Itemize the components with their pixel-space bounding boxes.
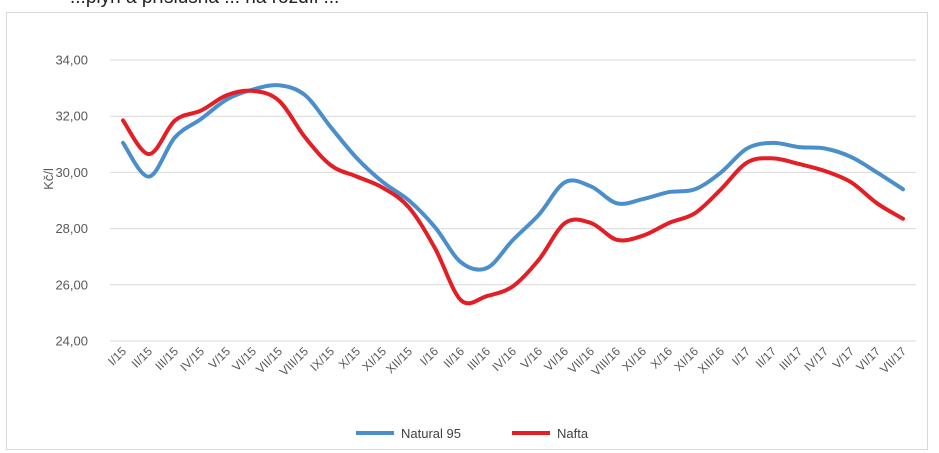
legend-label: Natural 95 (401, 426, 461, 441)
y-tick-label: 24,00 (55, 334, 88, 349)
x-tick-label: XII/16 (695, 344, 727, 376)
x-tick-label: V/15 (206, 344, 234, 372)
x-tick-label: VII/17 (877, 344, 909, 376)
series-lines (121, 83, 905, 306)
x-tick-label: I/16 (417, 344, 441, 368)
x-tick-label: III/17 (776, 344, 805, 373)
legend-label: Nafta (557, 426, 589, 441)
x-tick-label: III/16 (464, 344, 493, 373)
y-tick-label: 26,00 (55, 277, 88, 292)
x-tick-label: X/16 (648, 344, 676, 372)
y-tick-label: 28,00 (55, 221, 88, 236)
y-tick-label: 32,00 (55, 109, 88, 124)
x-tick-label: IV/17 (801, 344, 831, 374)
x-tick-label: IV/16 (489, 344, 519, 374)
legend: Natural 95 Nafta (356, 426, 589, 441)
y-tick-label: 34,00 (55, 53, 88, 68)
x-tick-label: II/17 (753, 344, 780, 371)
gridlines (110, 59, 916, 342)
x-tick-label: IX/15 (307, 344, 337, 374)
x-tick-label: XII/15 (383, 344, 415, 376)
series-line-0 (121, 83, 905, 272)
x-tick-labels: I/15 II/15III/15IV/15V/15VI/15VII/15VIII/… (105, 344, 909, 379)
x-tick-label: I/15 (105, 344, 129, 368)
y-tick-labels: 24,00 26,00 28,00 30,00 32,00 34,00 (55, 53, 88, 349)
x-tick-label: X/15 (336, 344, 364, 372)
x-tick-label: II/16 (441, 344, 468, 371)
x-tick-label: V/16 (518, 344, 546, 372)
x-tick-label: I/17 (729, 344, 753, 368)
x-tick-label: VIII/15 (277, 344, 312, 379)
x-tick-label: II/15 (129, 344, 156, 371)
top-text: ...plyn a příslušná ... na rozdíl ... (70, 0, 339, 9)
top-text-cropped: ...plyn a příslušná ... na rozdíl ... (0, 0, 939, 12)
x-tick-label: XI/16 (619, 344, 649, 374)
x-tick-label: III/15 (152, 344, 181, 373)
y-tick-label: 30,00 (55, 165, 88, 180)
chart-frame (6, 12, 928, 450)
x-tick-label: IV/15 (177, 344, 207, 374)
series-line-1 (121, 88, 905, 306)
x-tick-label: VIII/16 (589, 344, 624, 379)
y-axis-label: Kč/l (41, 168, 56, 190)
x-tick-label: V/17 (830, 344, 858, 372)
